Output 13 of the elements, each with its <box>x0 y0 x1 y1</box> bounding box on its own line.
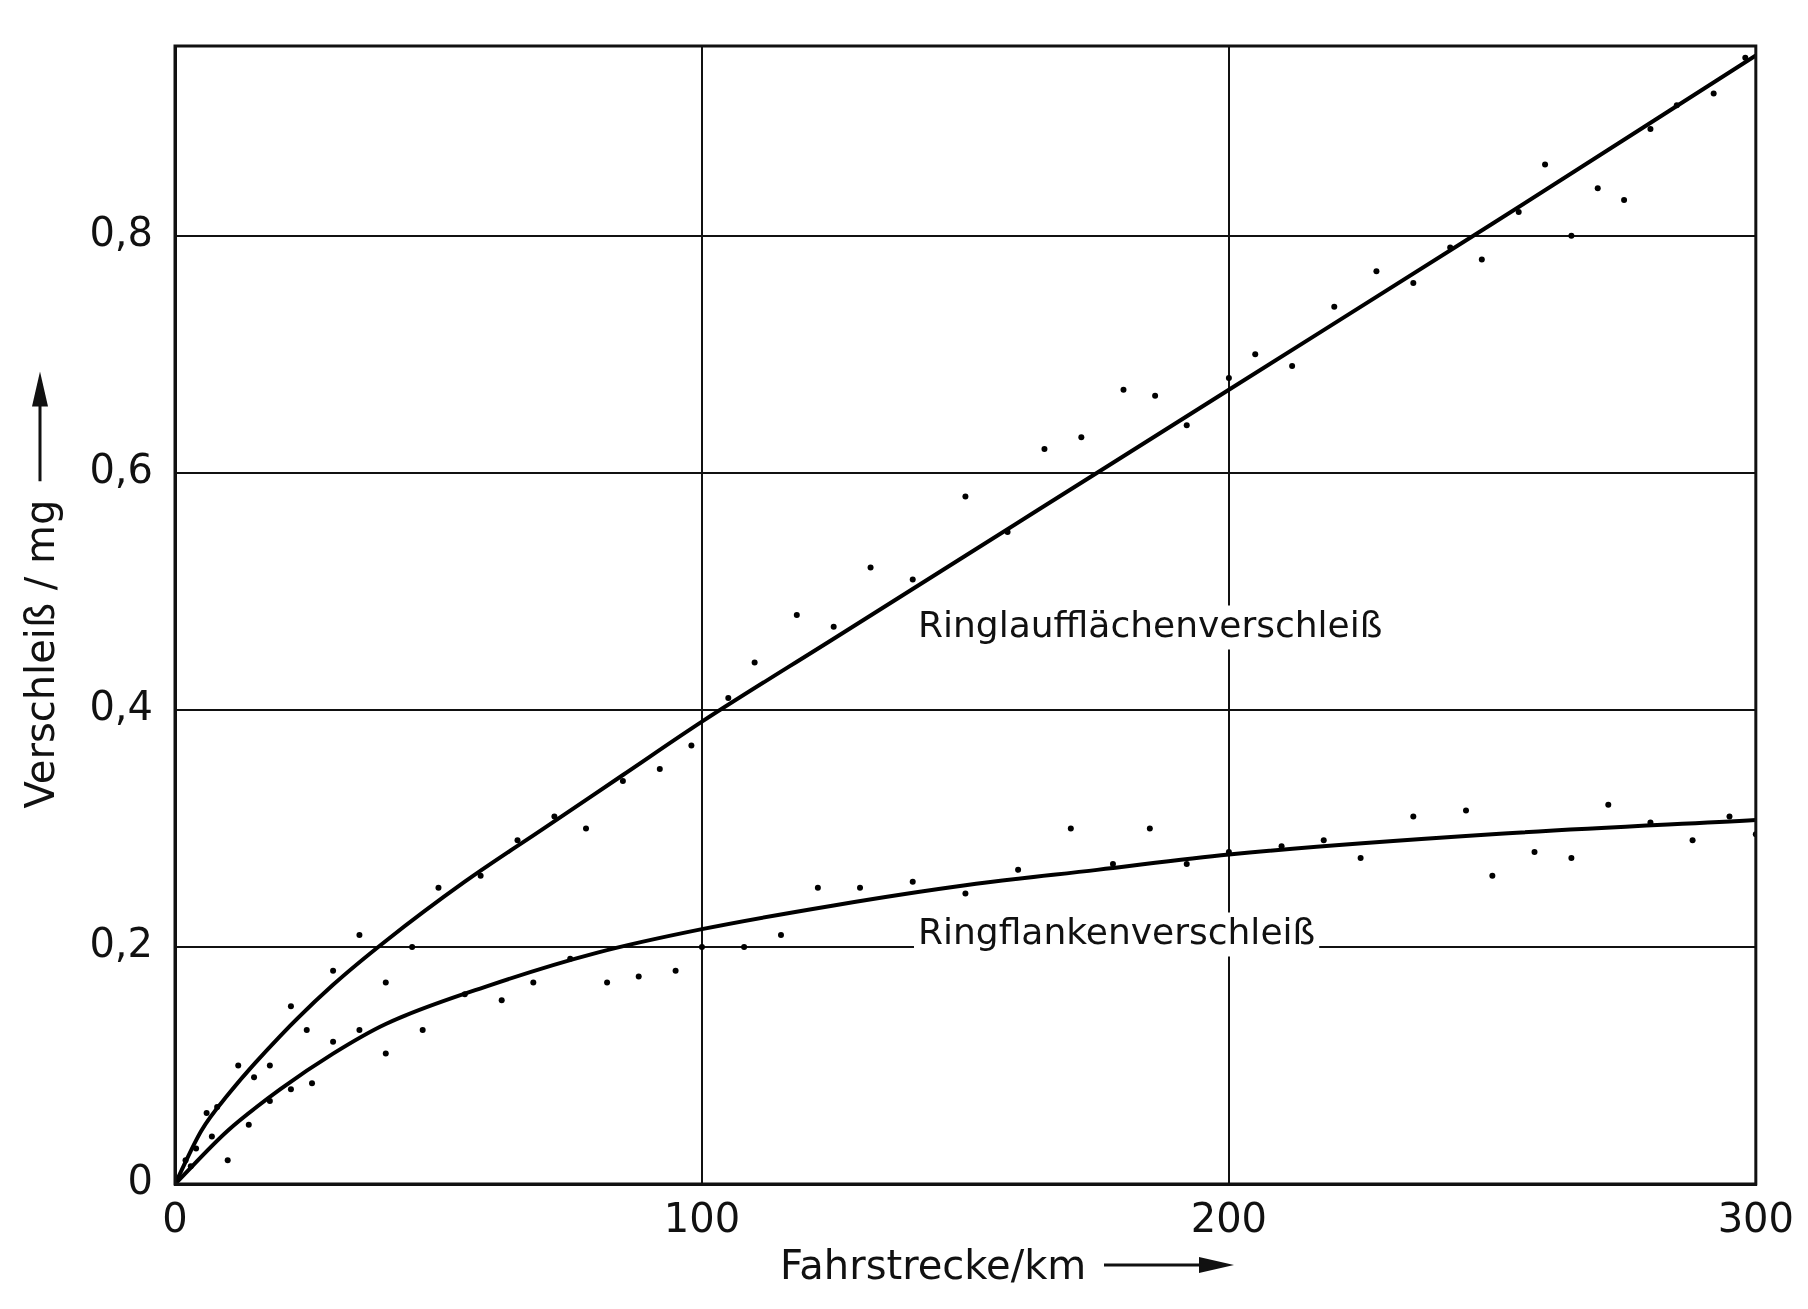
x-axis-title: Fahrstrecke/km <box>780 1242 1087 1288</box>
y-tick-label: 0,2 <box>89 920 153 967</box>
y-tick-label: 0,8 <box>89 209 153 256</box>
series-label: Ringflankenverschleiß <box>917 910 1316 952</box>
y-tick-label: 0,4 <box>89 683 153 730</box>
y-axis-title: Verschleiß / mg <box>17 499 63 809</box>
x-tick-label: 0 <box>162 1195 188 1242</box>
y-tick-label: 0,6 <box>89 446 153 493</box>
x-tick-label: 200 <box>1190 1195 1268 1242</box>
y-tick-label: 0 <box>127 1157 153 1204</box>
series-label: Ringlaufflächenverschleiß <box>917 603 1383 645</box>
x-tick-label: 100 <box>663 1195 741 1242</box>
x-tick-label: 300 <box>1717 1195 1795 1242</box>
